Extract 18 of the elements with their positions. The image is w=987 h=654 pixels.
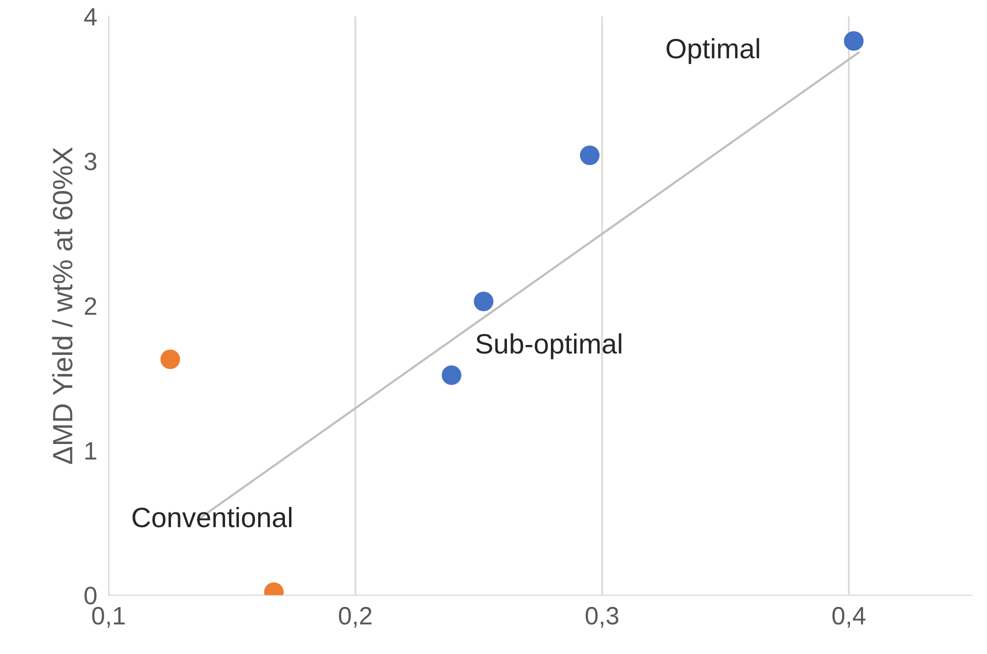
point [580, 145, 600, 166]
x-tick-label: 0,3 [586, 606, 618, 628]
y-tick-label: 0 [84, 586, 96, 604]
annotation: Conventional [132, 506, 292, 528]
annotation: Sub-optimal [476, 333, 622, 360]
x-tick-label: 0,4 [832, 606, 866, 628]
point [442, 365, 462, 386]
x-tick-label: 0,1 [92, 606, 125, 628]
y-tick-label: 2 [84, 297, 96, 315]
point [474, 292, 494, 312]
y-axis-title: ΔMD Yield / wt% at 60%X [52, 147, 73, 464]
point [844, 31, 864, 51]
x-tick-label: 0,2 [338, 606, 372, 628]
y-tick-label: 3 [84, 152, 96, 170]
y-tick-label: 4 [84, 8, 97, 26]
annotation: Optimal [666, 38, 760, 64]
y-tick-label: 1 [85, 442, 96, 460]
point [160, 349, 180, 370]
